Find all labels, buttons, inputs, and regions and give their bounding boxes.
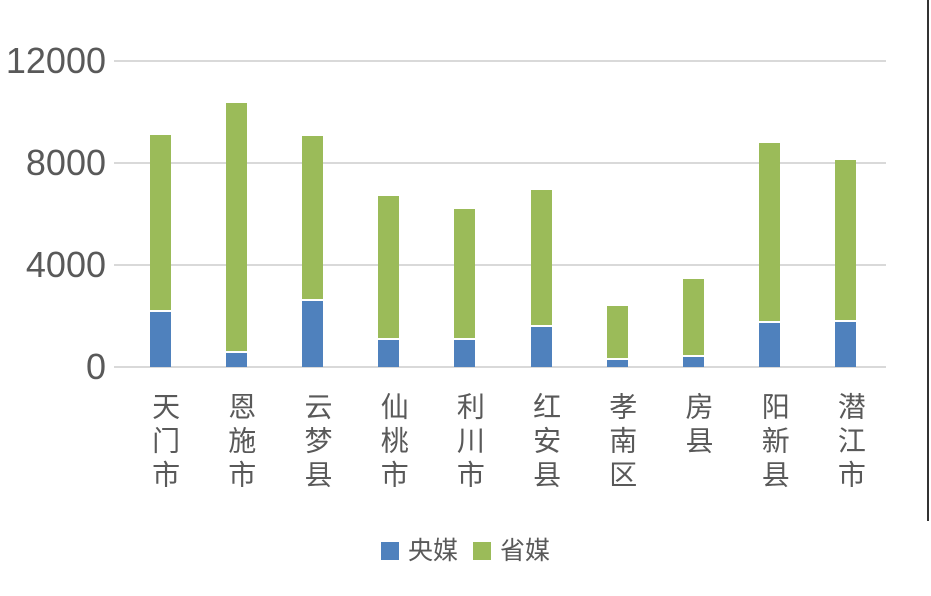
bar-segment-provincial-media [530,189,552,327]
x-axis-category-label: 孝南区 [606,392,638,494]
gridline [114,264,886,266]
bar-segment-central-media [302,301,323,367]
bar-segment-central-media [606,360,628,367]
bar-segment-central-media [149,312,171,367]
legend-label: 央媒 [407,537,458,565]
bar-segment-central-media [759,323,781,367]
x-axis-category-label: 房县 [682,392,714,460]
legend-label: 省媒 [500,537,551,565]
x-axis-category-label: 红安县 [530,392,562,494]
bar-segment-provincial-media [225,103,247,354]
bar-segment-central-media [835,322,857,367]
x-axis-category-label: 恩施市 [225,392,257,494]
legend-item: 央媒 [380,536,458,566]
bar-segment-provincial-media [302,136,323,302]
bar-segment-provincial-media [149,134,171,313]
bar-segment-provincial-media [683,279,704,358]
bar-segment-provincial-media [454,208,476,341]
right-border-line [927,0,929,521]
legend-swatch [380,542,399,560]
x-axis-category-label: 云梦县 [301,392,333,494]
y-axis-tick-label: 8000 [25,142,106,183]
legend: 央媒 省媒 [0,536,931,566]
y-axis-tick-label: 12000 [5,40,106,81]
bar-segment-provincial-media [378,196,400,340]
x-axis-category-label: 仙桃市 [377,392,409,494]
x-axis-category-label: 潜江市 [834,392,866,494]
x-axis-category-label: 阳新县 [758,392,790,494]
bar-segment-central-media [454,340,476,367]
bar-segment-central-media [683,357,704,367]
gridline [114,162,886,164]
x-axis-category-label: 利川市 [453,392,485,494]
bar-segment-central-media [378,339,400,367]
legend-item: 省媒 [473,536,550,566]
bar-segment-provincial-media [835,160,857,323]
y-axis-tick-label: 4000 [25,244,106,285]
x-axis-category-label: 天门市 [149,392,181,494]
y-axis-tick-label: 0 [85,346,106,387]
bar-segment-provincial-media [759,142,781,324]
bar-segment-provincial-media [606,305,628,361]
bar-segment-central-media [225,353,247,367]
bar-segment-central-media [530,326,552,367]
gridline [114,366,886,368]
legend-swatch [473,542,491,560]
gridline [114,60,886,62]
